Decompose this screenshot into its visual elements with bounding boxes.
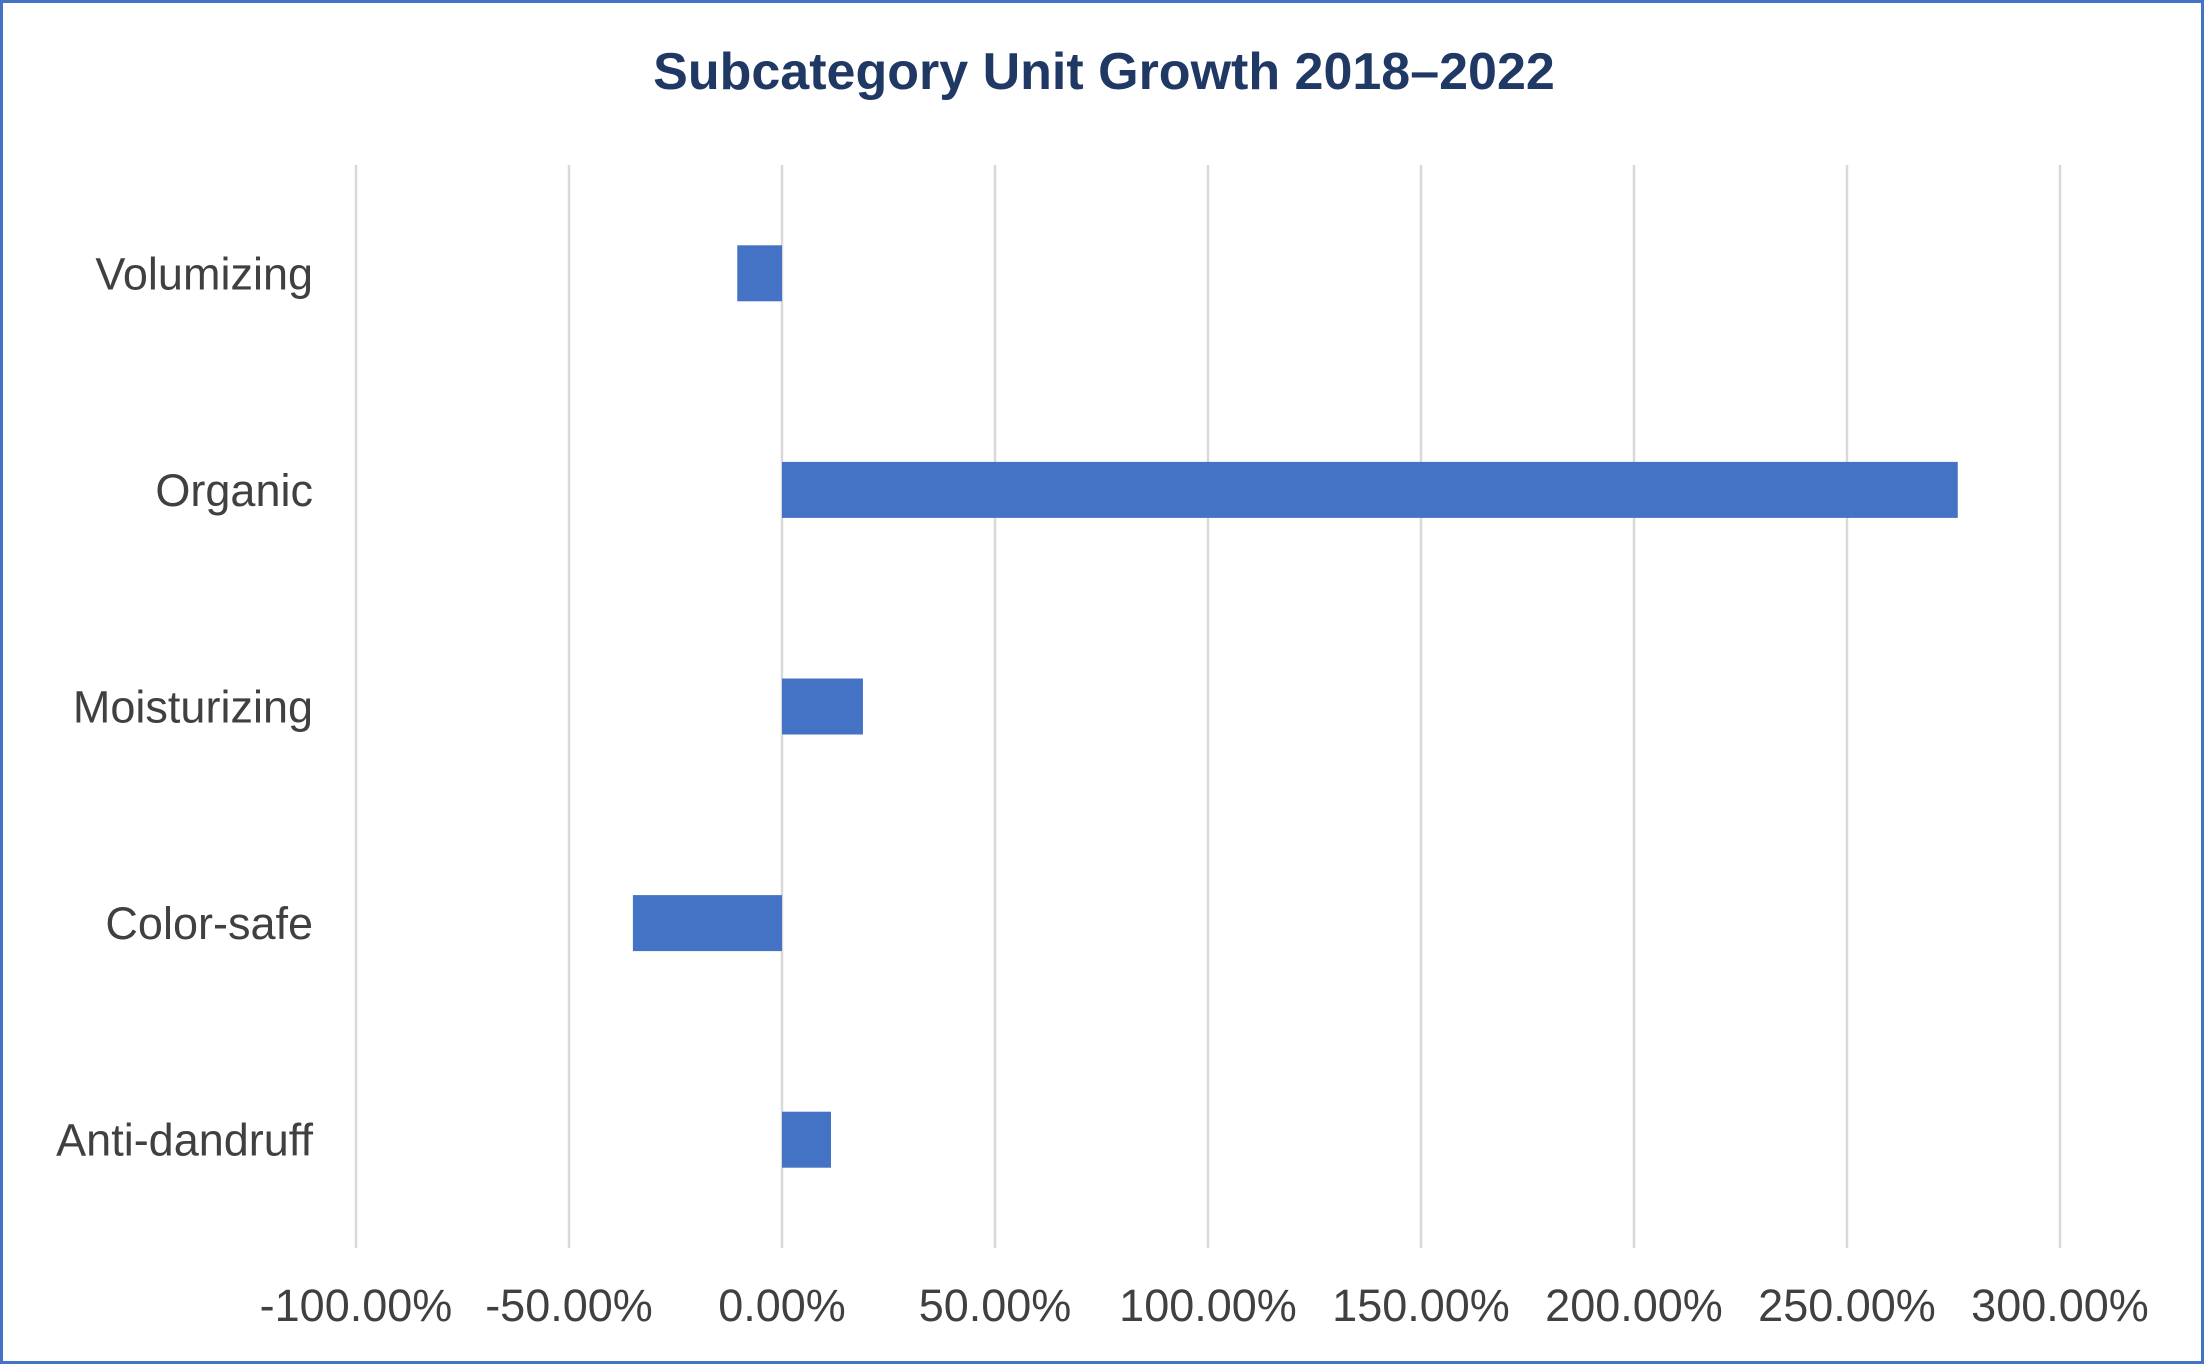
x-tick-label: 50.00% xyxy=(919,1280,1072,1331)
x-tick-label: 250.00% xyxy=(1758,1280,1936,1331)
bar-anti-dandruff xyxy=(782,1111,831,1168)
gridlines xyxy=(354,165,2062,1248)
category-label: Color-safe xyxy=(105,898,313,949)
bar-moisturizing xyxy=(782,678,863,735)
category-labels: Volumizing Organic Moisturizing Color-safe A… xyxy=(56,248,313,1165)
chart-title: Subcategory Unit Growth 2018–2022 xyxy=(653,43,1555,101)
x-tick-label: 100.00% xyxy=(1119,1280,1297,1331)
x-tick-label: 200.00% xyxy=(1545,1280,1723,1331)
x-tick-label: 0.00% xyxy=(718,1280,846,1331)
category-label: Moisturizing xyxy=(73,682,313,733)
x-tick-label: -50.00% xyxy=(485,1280,653,1331)
x-tick-labels: -100.00% -50.00% 0.00% 50.00% 100.00% 150.00%… xyxy=(260,1280,2149,1331)
bars xyxy=(632,245,1958,1168)
category-label: Anti-dandruff xyxy=(56,1115,313,1166)
bar-color-safe xyxy=(632,895,782,952)
category-label: Organic xyxy=(155,465,313,516)
x-tick-label: 150.00% xyxy=(1332,1280,1510,1331)
bar-volumizing xyxy=(737,245,782,302)
bar-chart: Subcategory Unit Growth 2018–2022 Volumi… xyxy=(56,43,2149,1331)
bar-organic xyxy=(782,461,1958,518)
x-tick-label: -100.00% xyxy=(260,1280,453,1331)
x-tick-label: 300.00% xyxy=(1971,1280,2149,1331)
category-label: Volumizing xyxy=(95,248,313,299)
